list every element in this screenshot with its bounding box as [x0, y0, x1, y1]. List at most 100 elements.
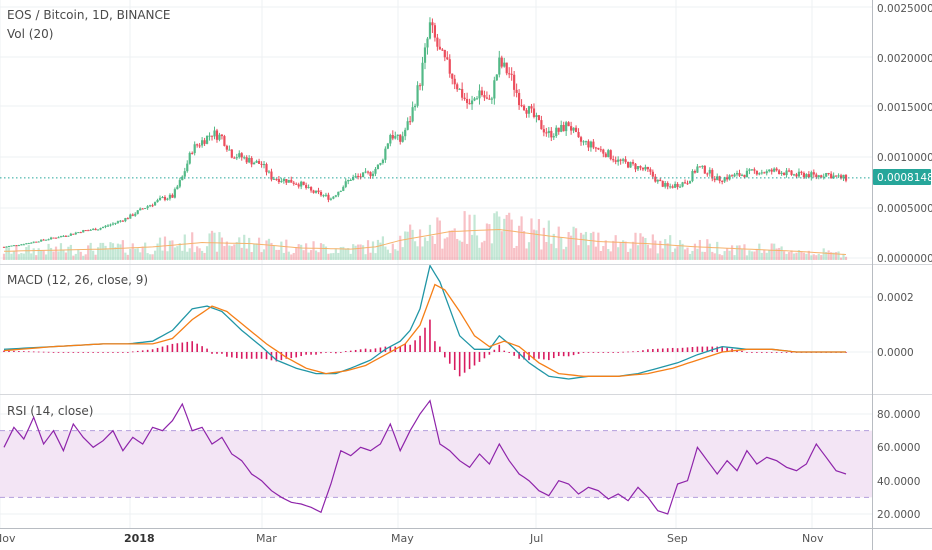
volume-bar	[379, 242, 382, 260]
candle-body	[683, 182, 687, 184]
volume-bar	[691, 250, 694, 260]
candle-body	[726, 177, 729, 180]
candle-body	[215, 130, 219, 140]
volume-bar	[555, 248, 558, 260]
candle-body	[223, 136, 226, 146]
macd-histogram-bar	[166, 345, 169, 352]
macd-histogram-bar	[751, 352, 753, 353]
macd-histogram-bar	[275, 352, 278, 362]
volume-bar	[446, 237, 449, 260]
candle-body	[527, 106, 531, 114]
volume-bar	[520, 216, 523, 260]
macd-histogram-bar	[216, 352, 218, 354]
volume-bar	[84, 254, 87, 260]
candle-body	[364, 171, 367, 173]
macd-histogram-bar	[552, 352, 555, 359]
macd-histogram-bar	[404, 343, 406, 352]
volume-bar	[572, 226, 575, 260]
candle-body	[431, 22, 434, 26]
macd-histogram-bar	[310, 352, 312, 355]
volume-bar	[196, 246, 199, 260]
candle-body	[205, 135, 209, 144]
volume-bar	[404, 231, 407, 260]
candle-body	[22, 244, 25, 246]
volume-bar	[233, 244, 236, 260]
macd-histogram-bar	[647, 349, 649, 352]
candle-body	[339, 190, 342, 192]
date-tick-nov-2018: Nov	[802, 532, 824, 545]
candle-body	[413, 105, 417, 108]
candle-body	[493, 80, 496, 99]
volume-bar	[644, 238, 647, 260]
candle-body	[347, 180, 350, 182]
date-tick-may: May	[391, 532, 414, 545]
candle-body	[805, 174, 808, 178]
candle-body	[844, 174, 848, 181]
volume-bar	[302, 250, 305, 260]
macd-histogram-bar	[686, 347, 689, 352]
volume-bar	[473, 214, 476, 260]
candle-layer	[2, 17, 848, 248]
volume-bar	[87, 245, 90, 260]
volume-bar	[589, 233, 593, 260]
candle-body	[141, 208, 144, 210]
macd-histogram-bar	[577, 352, 580, 354]
volume-bar	[366, 240, 370, 260]
volume-bar	[574, 228, 578, 260]
macd-histogram-bar	[221, 352, 223, 354]
volume-bar	[822, 248, 825, 260]
volume-bar	[478, 247, 481, 260]
macd-histogram-bar	[374, 348, 377, 352]
date-tick-jul: Jul	[529, 532, 543, 545]
candle-body	[357, 175, 360, 177]
candle-body	[12, 245, 16, 247]
candle-body	[255, 160, 258, 163]
candle-body	[374, 168, 377, 174]
candle-body	[300, 181, 303, 187]
macd-histogram-bar	[597, 352, 600, 353]
volume-bar	[797, 250, 801, 260]
volume-bar	[235, 242, 238, 260]
volume-bar	[198, 248, 201, 260]
volume-bar	[17, 254, 20, 260]
candle-body	[763, 172, 766, 174]
volume-ma-line	[3, 228, 847, 255]
volume-bar	[136, 248, 139, 260]
candle-body	[361, 172, 365, 178]
volume-bar	[678, 240, 682, 260]
volume-bar	[208, 233, 211, 260]
candle-body	[787, 170, 791, 172]
macd-histogram-bar	[354, 349, 357, 352]
macd-histogram-bar	[706, 346, 709, 352]
macd-histogram-bar	[429, 319, 431, 352]
macd-histogram-bar	[290, 352, 293, 359]
macd-histogram-bar	[696, 346, 699, 352]
volume-bar	[173, 247, 176, 260]
volume-bar	[364, 254, 367, 260]
candle-body	[738, 173, 741, 176]
volume-bar	[631, 241, 635, 260]
volume-bar	[503, 218, 506, 260]
rsi-legend: RSI (14, close)	[7, 404, 93, 418]
candle-body	[404, 129, 407, 137]
volume-bar	[324, 246, 328, 260]
rsi-band-layer	[0, 430, 872, 498]
macd-histogram-bar	[8, 350, 10, 352]
candle-body	[220, 134, 224, 137]
volume-bar	[552, 233, 555, 260]
volume-bar	[49, 247, 53, 260]
candle-body	[792, 174, 796, 176]
candle-body	[617, 159, 620, 162]
macd-histogram-bar	[141, 350, 144, 352]
candle-body	[485, 97, 489, 99]
volume-bar	[483, 240, 486, 260]
volume-bar	[223, 246, 226, 260]
volume-bar	[30, 253, 33, 260]
macd-histogram-bar	[681, 347, 684, 352]
candle-body	[225, 145, 228, 150]
volume-bar	[240, 247, 243, 260]
candle-body	[832, 175, 835, 179]
candle-body	[713, 178, 716, 181]
macd-histogram-bar	[176, 343, 179, 352]
